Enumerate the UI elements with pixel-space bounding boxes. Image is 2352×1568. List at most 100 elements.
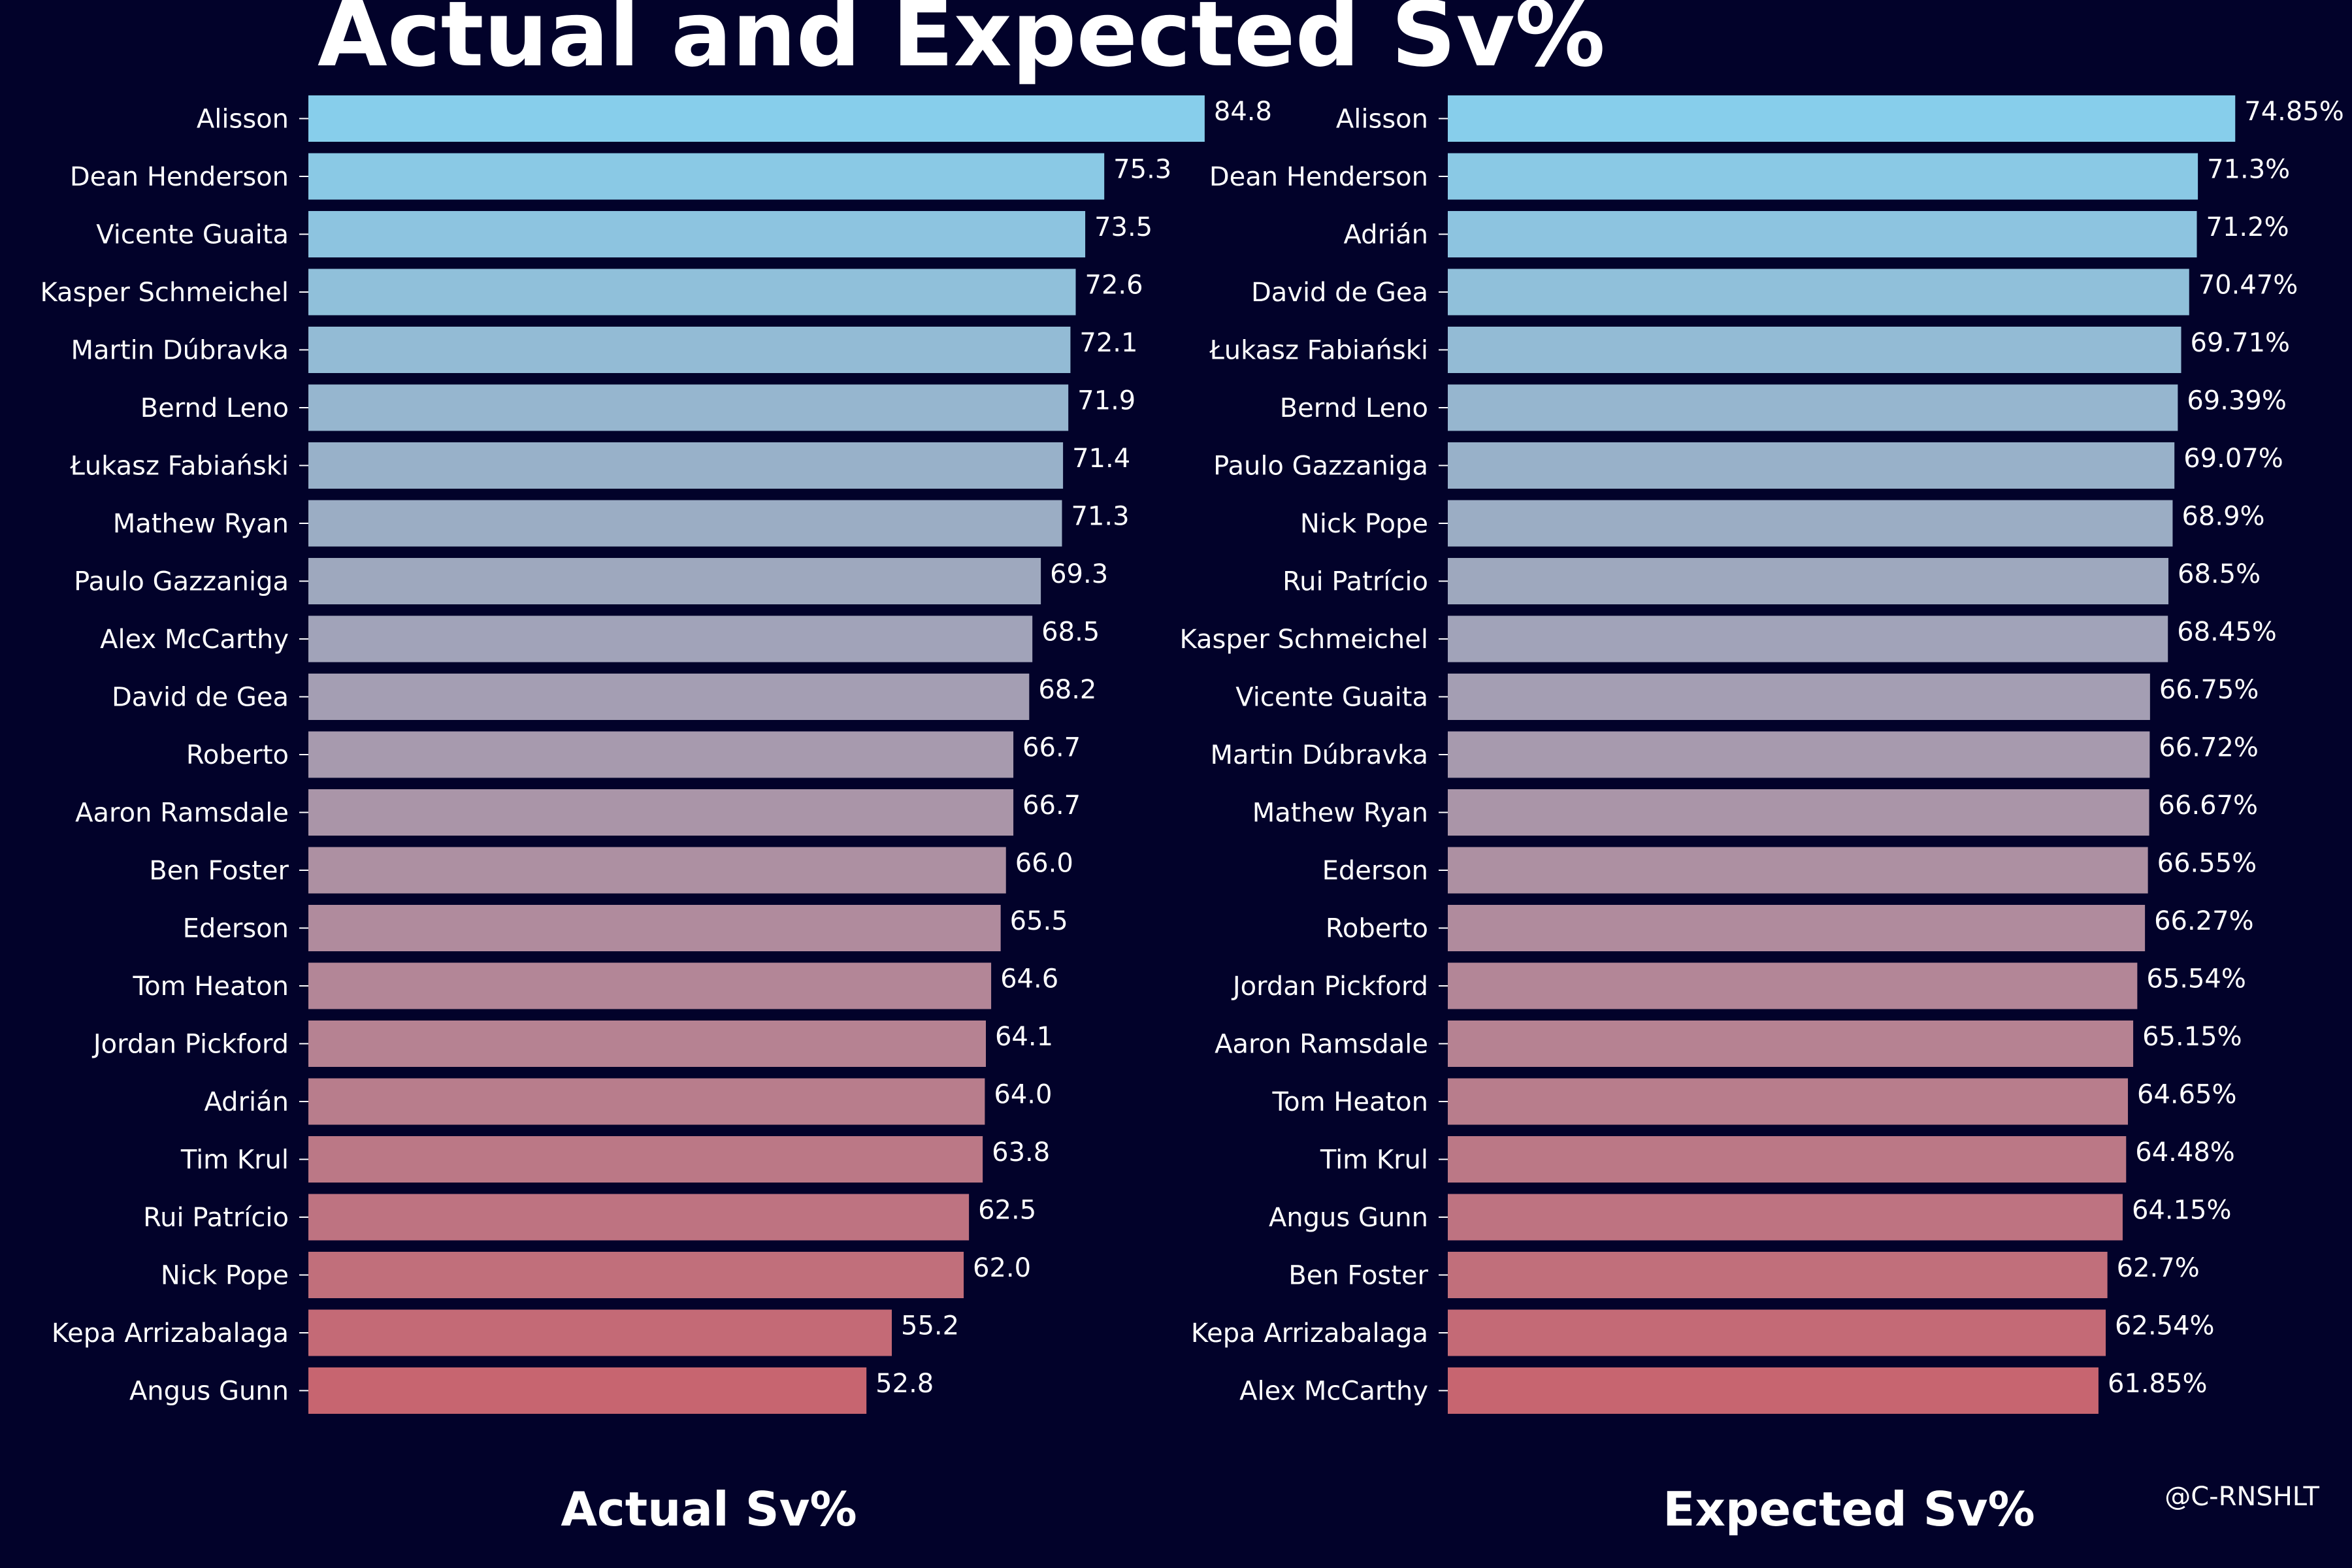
bar [1448,327,2181,373]
y-tick-label: Tim Krul [180,1145,289,1175]
y-tick-label: Rui Patrício [143,1203,289,1233]
x-axis-label: Expected Sv% [1663,1482,2034,1537]
y-tick-label: Bernd Leno [1280,393,1428,423]
data-label: 62.54% [2115,1311,2215,1341]
bar [308,211,1086,257]
data-label: 69.3 [1050,559,1108,589]
data-label: 68.5 [1041,617,1100,647]
data-label: 61.85% [2108,1369,2208,1399]
data-label: 65.5 [1010,906,1068,936]
bar [1448,1367,2099,1414]
bar [1448,615,2168,662]
bar [308,847,1006,894]
y-tick-label: Kasper Schmeichel [40,278,289,308]
y-tick-label: Kepa Arrizabalaga [52,1318,289,1348]
expected-sv-panel: Alisson 74.85% Dean Henderson 71.3% Adrián 71… [1179,95,2344,1537]
bar [1448,95,2236,142]
bar [1448,847,2148,894]
data-label: 70.47% [2198,270,2298,301]
data-label: 66.0 [1015,849,1073,879]
data-label: 68.5% [2178,559,2261,589]
chart-title: Actual and Expected Sv% [318,0,1605,87]
bar [1448,211,2197,257]
data-label: 62.7% [2117,1253,2200,1283]
bar [308,1078,985,1125]
y-tick-label: Vicente Guaita [1235,683,1428,713]
credit-label: @C-RNSHLT [2164,1482,2319,1512]
bar [1448,442,2175,489]
y-tick-label: Aaron Ramsdale [75,798,289,828]
data-label: 71.4 [1072,444,1130,474]
data-label: 62.5 [978,1196,1036,1226]
y-tick-label: Martin Dúbravka [1211,740,1428,770]
bar [308,674,1030,720]
bar [1448,962,2138,1009]
y-tick-label: Aaron Ramsdale [1215,1030,1428,1060]
bar [308,731,1014,778]
bar [308,500,1062,547]
data-label: 69.71% [2191,328,2291,358]
y-tick-label: Alex McCarthy [100,625,289,655]
y-tick-label: Paulo Gazzaniga [74,567,289,597]
bar [1448,500,2173,547]
bar [308,905,1001,951]
data-label: 69.39% [2187,386,2287,416]
y-tick-label: Ederson [183,914,289,944]
data-label: 68.45% [2177,617,2277,647]
data-label: 66.7 [1022,733,1081,763]
y-tick-label: Ederson [1322,856,1428,886]
data-label: 64.48% [2135,1137,2235,1168]
y-tick-label: Roberto [1326,914,1428,944]
y-tick-label: Angus Gunn [129,1377,289,1407]
data-label: 72.1 [1079,328,1137,358]
bar [1448,674,2150,720]
data-label: 66.27% [2154,906,2254,936]
y-tick-label: Alisson [197,105,289,135]
data-label: 62.0 [973,1253,1031,1283]
bar [1448,731,2150,778]
y-tick-label: Vicente Guaita [96,220,289,250]
bar [308,1252,964,1298]
y-tick-label: Kasper Schmeichel [1179,625,1428,655]
bar [308,1021,986,1067]
data-label: 64.15% [2132,1196,2232,1226]
data-label: 64.0 [994,1080,1052,1110]
data-label: 71.3 [1071,502,1129,532]
data-label: 75.3 [1113,155,1171,185]
y-tick-label: Dean Henderson [1209,162,1428,192]
y-tick-label: Mathew Ryan [113,509,289,539]
data-label: 65.15% [2142,1022,2242,1052]
bar [1448,558,2169,604]
data-label: 64.65% [2137,1080,2237,1110]
y-tick-label: Łukasz Fabiański [69,451,289,482]
data-label: 52.8 [875,1369,934,1399]
y-tick-label: Alex McCarthy [1239,1377,1428,1407]
y-tick-label: Mathew Ryan [1252,798,1428,828]
actual-sv-panel: Alisson 84.8 Dean Henderson 75.3 Vicente Gua… [40,95,1272,1537]
data-label: 69.07% [2183,444,2283,474]
data-label: 66.75% [2159,675,2259,705]
bar [1448,789,2149,836]
bar [308,95,1205,142]
data-label: 74.85% [2244,97,2344,127]
y-tick-label: David de Gea [112,683,289,713]
data-label: 66.7 [1022,791,1081,821]
y-tick-label: Rui Patrício [1282,567,1428,597]
bar [308,384,1069,431]
bar [1448,905,2146,951]
bar [308,327,1071,373]
bar [1448,269,2189,316]
y-tick-label: Jordan Pickford [91,1030,289,1060]
y-tick-label: Angus Gunn [1269,1203,1428,1233]
data-label: 73.5 [1094,212,1152,242]
data-label: 66.55% [2157,849,2257,879]
data-label: 63.8 [992,1137,1050,1168]
data-label: 64.6 [1000,964,1058,994]
y-tick-label: Jordan Pickford [1231,972,1428,1002]
y-tick-label: Tom Heaton [133,972,289,1002]
y-tick-label: Kepa Arrizabalaga [1191,1318,1428,1348]
data-label: 68.2 [1038,675,1096,705]
data-label: 71.3% [2207,155,2290,185]
y-tick-label: Tom Heaton [1272,1087,1429,1117]
